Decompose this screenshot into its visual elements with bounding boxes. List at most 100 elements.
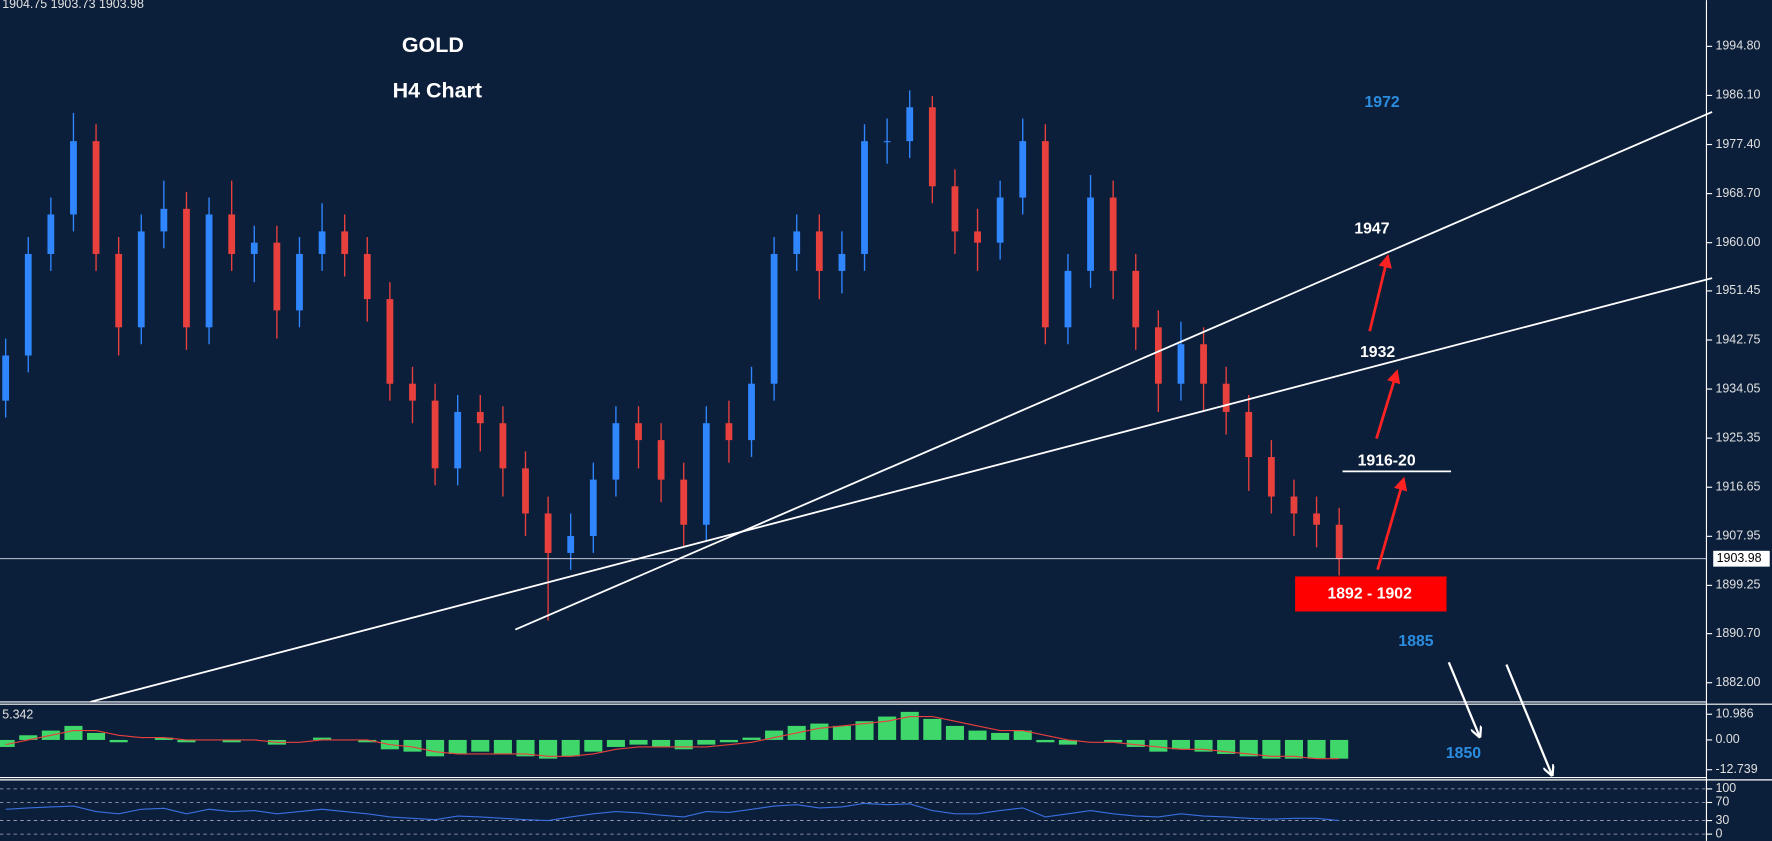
candle-body bbox=[454, 411, 462, 469]
candle-body bbox=[1087, 197, 1094, 271]
zone-label: 1892 - 1902 bbox=[1327, 586, 1412, 603]
trendline bbox=[514, 111, 1713, 631]
candle-body bbox=[115, 253, 123, 328]
candle-body bbox=[1200, 344, 1207, 384]
candle-body bbox=[996, 197, 1004, 243]
macd-bar bbox=[109, 739, 128, 743]
macd-bar bbox=[1036, 739, 1055, 743]
macd-bar bbox=[426, 739, 445, 757]
last-price-label: 1903.98 bbox=[1717, 551, 1762, 565]
candle-body bbox=[522, 468, 529, 514]
ohlc-header: 1904.75 1903.73 1903.98 bbox=[2, 0, 144, 11]
macd-bar bbox=[1239, 739, 1258, 757]
candle-body bbox=[906, 107, 914, 142]
macd-bar bbox=[471, 739, 490, 752]
macd-bar bbox=[1262, 739, 1281, 759]
candle-body bbox=[883, 141, 891, 143]
macd-bar bbox=[900, 711, 919, 740]
macd-bar bbox=[719, 739, 738, 743]
y-tick-label: 1916.65 bbox=[1715, 480, 1760, 494]
y-tick-label: 1942.75 bbox=[1715, 332, 1760, 346]
macd-bar bbox=[1171, 739, 1190, 750]
candle-body bbox=[1290, 496, 1298, 514]
candle-body bbox=[1177, 344, 1185, 384]
macd-bar bbox=[64, 725, 83, 740]
candle-body bbox=[1064, 270, 1072, 328]
macd-bar bbox=[1284, 739, 1304, 759]
candle-body bbox=[770, 253, 778, 384]
y-tick-label: 1994.80 bbox=[1715, 39, 1760, 53]
candle-body bbox=[2, 355, 10, 401]
candle-body bbox=[409, 383, 416, 401]
macd-bar bbox=[0, 739, 15, 747]
level-label: 1972 bbox=[1365, 94, 1400, 111]
macd-bar bbox=[1149, 739, 1168, 752]
macd-bar bbox=[674, 739, 693, 750]
candle-body bbox=[92, 141, 100, 254]
candle-body bbox=[1245, 411, 1253, 458]
candle-body bbox=[250, 242, 258, 254]
candle-body bbox=[499, 423, 507, 469]
macd-bar bbox=[697, 739, 716, 745]
macd-bar bbox=[177, 739, 196, 743]
candle-body bbox=[1109, 197, 1117, 271]
candle-body bbox=[838, 253, 846, 271]
rsi-line bbox=[5, 802, 1340, 822]
level-label: 1932 bbox=[1360, 344, 1395, 361]
candle-body bbox=[70, 141, 77, 215]
macd-bar bbox=[991, 732, 1010, 740]
macd-bar bbox=[403, 739, 422, 752]
macd-bar bbox=[606, 739, 625, 747]
level-label: 1916-20 bbox=[1358, 452, 1416, 469]
candle-body bbox=[702, 423, 710, 525]
y-tick-label: 100 bbox=[1715, 781, 1736, 795]
candle-body bbox=[815, 231, 823, 271]
candle-body bbox=[1267, 457, 1275, 497]
y-tick-label: 1960.00 bbox=[1715, 235, 1760, 249]
candle-body bbox=[589, 479, 597, 537]
y-tick-label: 1977.40 bbox=[1715, 137, 1760, 151]
candle-body bbox=[951, 186, 959, 232]
candle-body bbox=[386, 299, 394, 384]
candle-body bbox=[657, 440, 665, 480]
y-tick-label: 1934.05 bbox=[1715, 381, 1760, 395]
candle-body bbox=[318, 231, 326, 254]
candle-body bbox=[1313, 513, 1320, 525]
arrow-down bbox=[1447, 661, 1480, 735]
macd-bar bbox=[855, 721, 874, 740]
trendline bbox=[90, 277, 1713, 703]
zone-box bbox=[1295, 576, 1447, 612]
macd-bar bbox=[313, 737, 332, 740]
candle-body bbox=[24, 253, 32, 356]
level-label: 1885 bbox=[1398, 633, 1433, 650]
candle-body bbox=[928, 107, 936, 187]
arrow-up bbox=[1376, 476, 1408, 571]
macd-bar bbox=[493, 739, 512, 754]
marks bbox=[0, 90, 1707, 835]
macd-bar bbox=[1307, 739, 1326, 759]
candle-body bbox=[748, 383, 755, 441]
arrow-up bbox=[1368, 253, 1392, 332]
chart-title: GOLD bbox=[402, 33, 464, 57]
candle-body bbox=[363, 253, 371, 300]
y-tick-label: 0 bbox=[1715, 826, 1722, 840]
arrow-down bbox=[1505, 664, 1551, 775]
macd-bar bbox=[87, 732, 106, 740]
macd-bar bbox=[945, 725, 964, 740]
candle-body bbox=[612, 423, 620, 480]
candle-body bbox=[1154, 327, 1162, 384]
y-tick-label: 1907.95 bbox=[1715, 529, 1760, 543]
candle-body bbox=[567, 536, 575, 553]
macd-bar bbox=[358, 739, 377, 743]
macd-bar bbox=[968, 730, 987, 740]
y-tick-label: 10.986 bbox=[1715, 707, 1753, 721]
candle-body bbox=[228, 214, 236, 254]
y-tick-label: 1899.25 bbox=[1715, 578, 1760, 592]
macd-bar bbox=[1104, 739, 1123, 743]
macd-bar bbox=[629, 739, 648, 745]
macd-bar bbox=[652, 739, 671, 747]
candle-body bbox=[861, 141, 868, 254]
y-tick-label: 1968.70 bbox=[1715, 186, 1760, 200]
